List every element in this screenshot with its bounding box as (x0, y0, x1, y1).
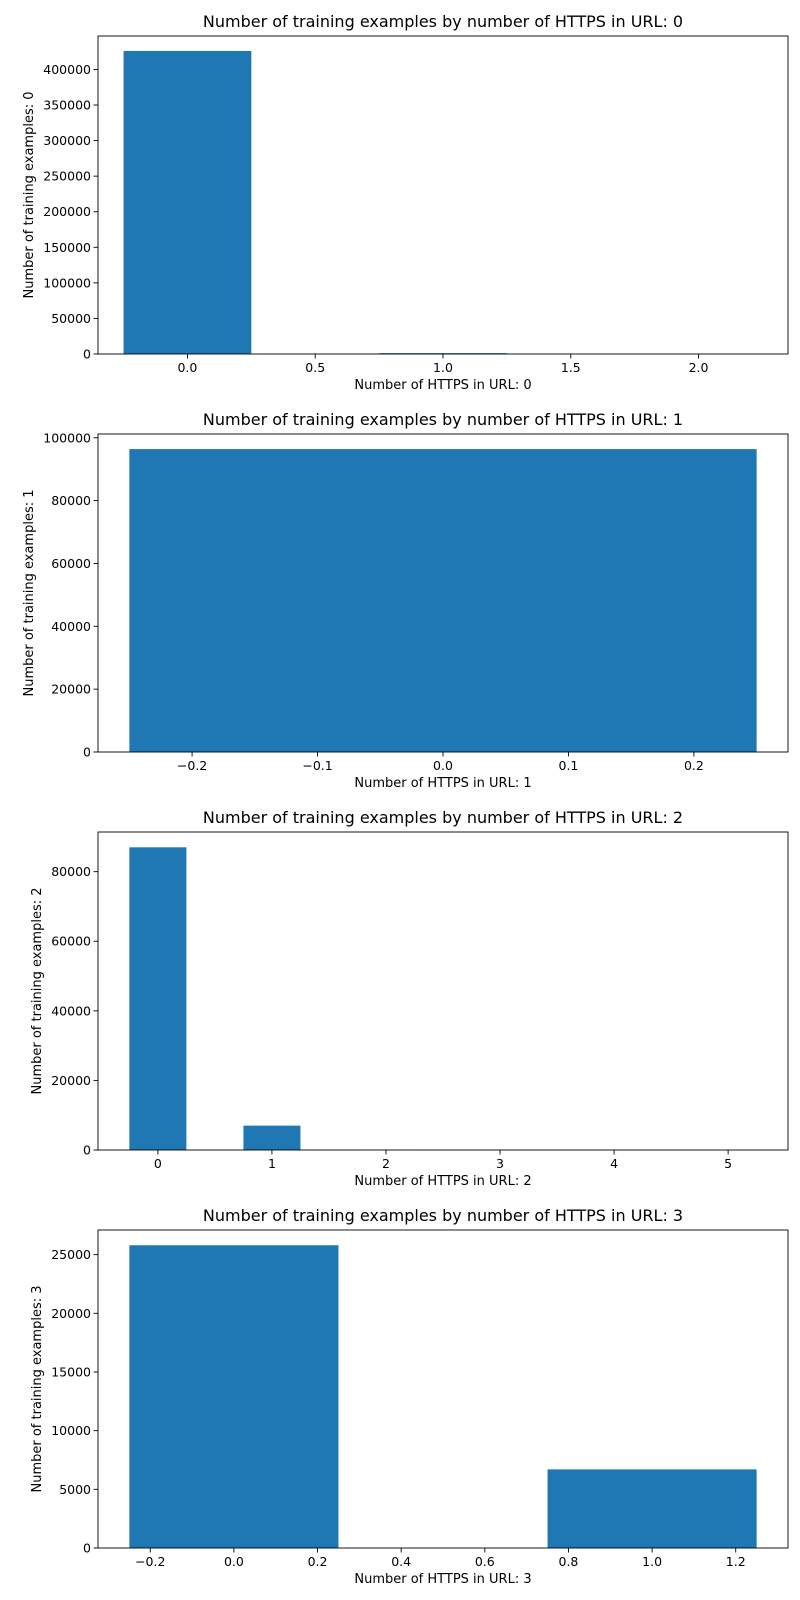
chart-1-ytick-label-2: 40000 (51, 619, 91, 634)
chart-3-bar-0 (129, 1245, 339, 1548)
chart-2-title: Number of training examples by number of… (203, 808, 683, 827)
chart-1-ytick-label-4: 80000 (51, 493, 91, 508)
chart-0-bar-0 (123, 50, 252, 354)
chart-3-ylabel: Number of training examples: 3 (30, 1285, 45, 1492)
chart-0-title: Number of training examples by number of… (203, 12, 683, 31)
chart-1-xtick-label-4: 0.2 (684, 758, 704, 773)
chart-3-xtick-label-0: −0.2 (135, 1554, 165, 1569)
chart-3-ytick-label-4: 20000 (51, 1306, 91, 1321)
chart-3-xtick-label-3: 0.4 (391, 1554, 411, 1569)
chart-2-ytick-label-2: 40000 (51, 1003, 91, 1018)
chart-3-xtick-label-7: 1.2 (726, 1554, 746, 1569)
chart-0-ytick-label-7: 350000 (43, 98, 91, 113)
chart-0-ytick-label-2: 100000 (43, 275, 91, 290)
chart-1-xtick-label-2: 0.0 (433, 758, 453, 773)
chart-0-xlabel: Number of HTTPS in URL: 0 (354, 378, 531, 393)
chart-2-ytick-label-4: 80000 (51, 864, 91, 879)
chart-1-xtick-label-1: −0.1 (302, 758, 332, 773)
chart-1-ytick-label-3: 60000 (51, 556, 91, 571)
chart-3-axes-frame (97, 1229, 789, 1549)
chart-2-bar-0 (129, 847, 187, 1150)
chart-3-xtick-label-4: 0.6 (475, 1554, 495, 1569)
chart-2-xtick-label-5: 5 (724, 1156, 732, 1171)
chart-2-ytick-label-1: 20000 (51, 1073, 91, 1088)
chart-3-xtick-label-5: 0.8 (559, 1554, 579, 1569)
chart-2-xtick-label-1: 1 (268, 1156, 276, 1171)
chart-3-title: Number of training examples by number of… (203, 1206, 683, 1225)
chart-3-xtick-label-6: 1.0 (642, 1554, 662, 1569)
chart-0-ytick-label-6: 300000 (43, 133, 91, 148)
chart-3-ytick-label-3: 15000 (51, 1364, 91, 1379)
chart-2-ylabel: Number of training examples: 2 (30, 887, 45, 1094)
chart-1-ylabel: Number of training examples: 1 (22, 489, 37, 696)
chart-3-ytick-label-1: 5000 (59, 1482, 91, 1497)
chart-3-xlabel: Number of HTTPS in URL: 3 (354, 1572, 531, 1587)
chart-0-ytick-label-5: 250000 (43, 169, 91, 184)
chart-0-xtick-label-2: 1.0 (433, 360, 453, 375)
chart-1-bar-0 (129, 449, 757, 752)
chart-2-xlabel: Number of HTTPS in URL: 2 (354, 1174, 531, 1189)
chart-2-axes-frame (97, 831, 789, 1151)
chart-1-ytick-label-5: 100000 (43, 430, 91, 445)
chart-1-xlabel: Number of HTTPS in URL: 1 (354, 776, 531, 791)
chart-3-bar-1 (547, 1469, 757, 1548)
chart-1-ytick-label-0: 0 (83, 745, 91, 760)
chart-2-xtick-label-0: 0 (154, 1156, 162, 1171)
chart-0-ylabel: Number of training examples: 0 (22, 91, 37, 298)
chart-0-ytick-label-3: 150000 (43, 240, 91, 255)
chart-0-ytick-label-0: 0 (83, 347, 91, 362)
chart-1-ytick-label-1: 20000 (51, 682, 91, 697)
chart-2-xtick-label-4: 4 (610, 1156, 618, 1171)
chart-0-xtick-label-1: 0.5 (305, 360, 325, 375)
chart-0-ytick-label-8: 400000 (43, 62, 91, 77)
chart-0-xtick-label-3: 1.5 (561, 360, 581, 375)
chart-0-xtick-label-4: 2.0 (689, 360, 709, 375)
chart-3-xtick-label-2: 0.2 (308, 1554, 328, 1569)
chart-2-ytick-label-3: 60000 (51, 934, 91, 949)
chart-2-xtick-label-3: 3 (496, 1156, 504, 1171)
chart-1-xtick-label-0: −0.2 (177, 758, 207, 773)
chart-3-ytick-label-5: 25000 (51, 1247, 91, 1262)
chart-1-title: Number of training examples by number of… (203, 410, 683, 429)
chart-2-bar-1 (243, 1125, 301, 1150)
chart-0-ytick-label-4: 200000 (43, 204, 91, 219)
chart-2-xtick-label-2: 2 (382, 1156, 390, 1171)
chart-3-ytick-label-0: 0 (83, 1541, 91, 1556)
chart-0-xtick-label-0: 0.0 (177, 360, 197, 375)
chart-1-xtick-label-3: 0.1 (559, 758, 579, 773)
chart-2-ytick-label-0: 0 (83, 1143, 91, 1158)
chart-0-ytick-label-1: 50000 (51, 311, 91, 326)
chart-3-ytick-label-2: 10000 (51, 1423, 91, 1438)
chart-3-xtick-label-1: 0.0 (224, 1554, 244, 1569)
